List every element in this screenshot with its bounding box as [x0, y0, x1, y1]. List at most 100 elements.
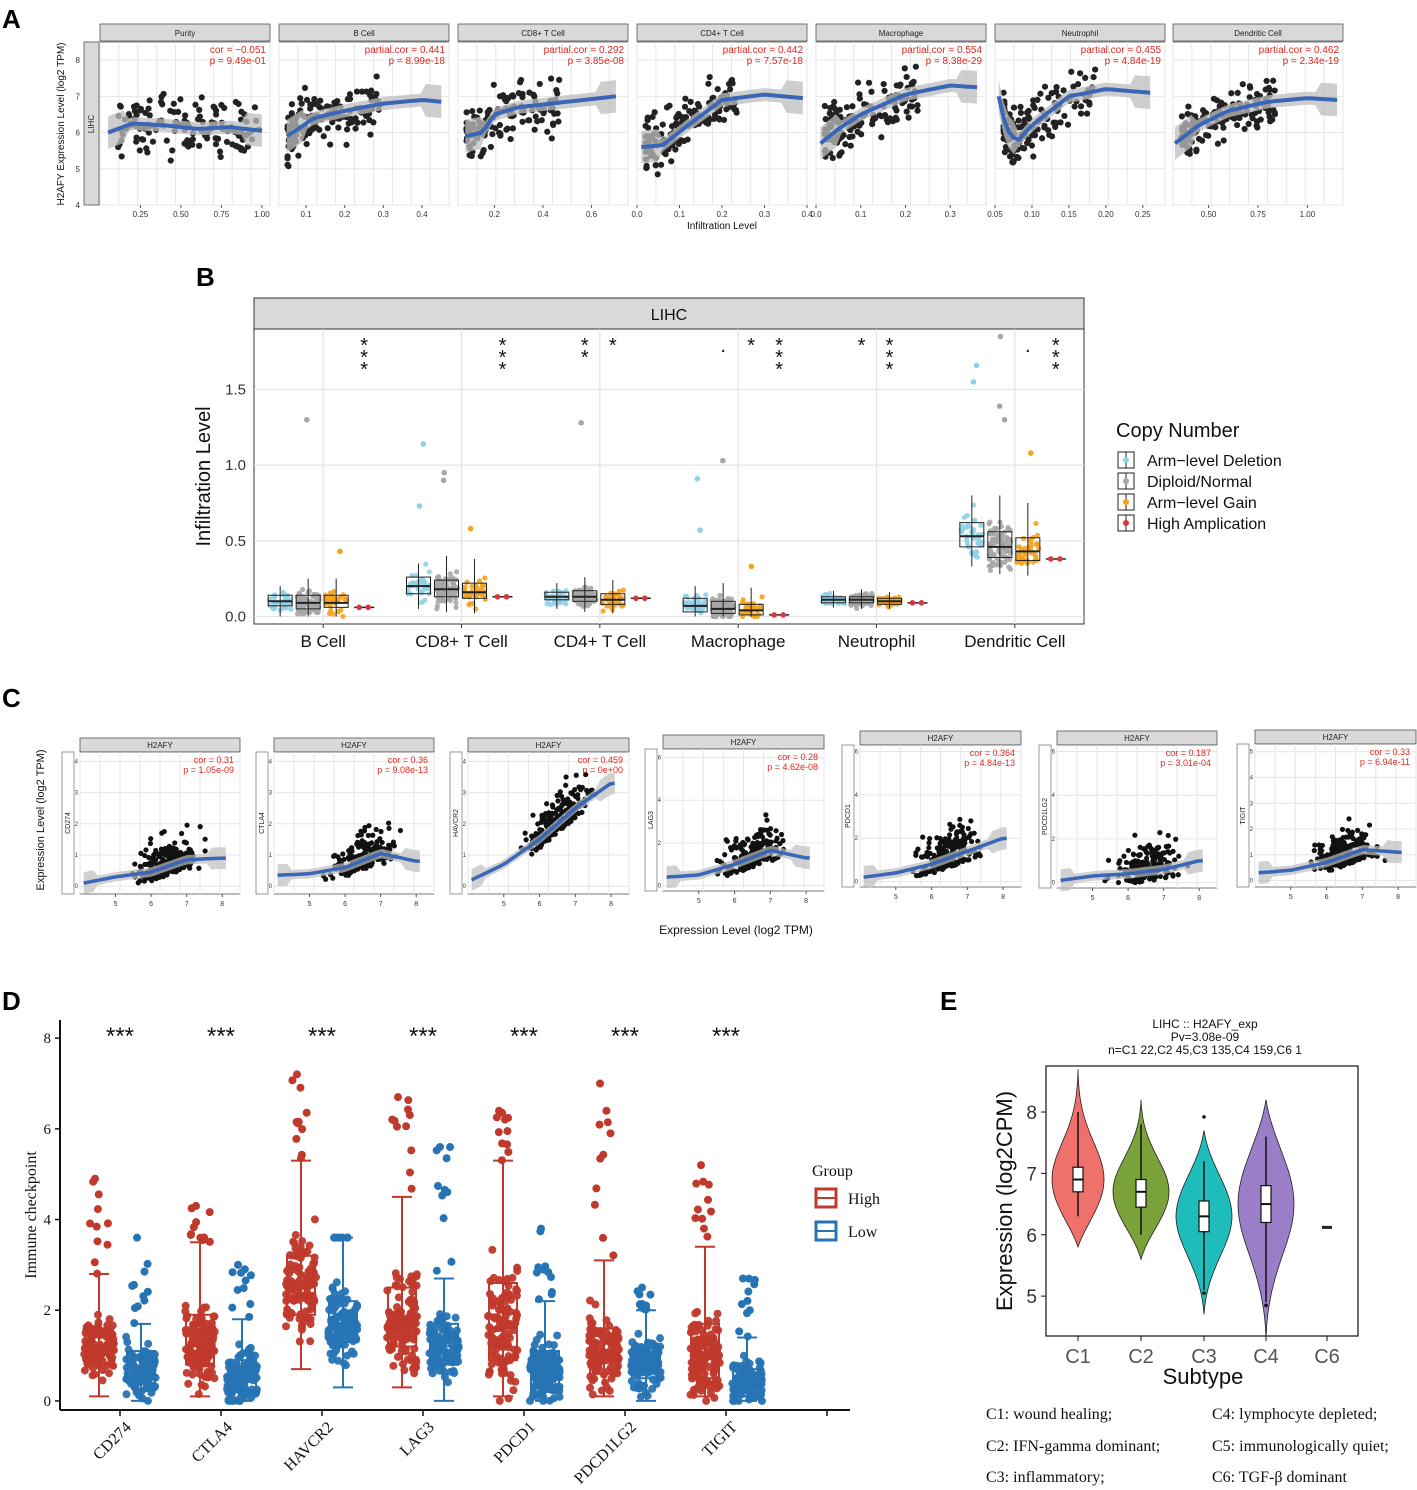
c-point	[937, 850, 943, 856]
c-point	[769, 845, 775, 851]
b-box	[987, 531, 1013, 558]
d-point	[409, 1312, 418, 1321]
b-point	[307, 598, 314, 604]
c-point	[532, 832, 539, 839]
d-point	[144, 1339, 153, 1348]
d-point	[350, 1320, 359, 1329]
a-fit-line	[464, 94, 617, 139]
a-point	[1188, 138, 1195, 145]
b-point	[696, 602, 702, 609]
d-point	[345, 1313, 354, 1322]
b-point	[860, 599, 866, 605]
a-point	[1017, 109, 1025, 116]
b-outlier	[337, 548, 343, 555]
a-point	[1210, 114, 1217, 122]
c-point	[1332, 838, 1339, 844]
b-point	[421, 586, 428, 592]
a-point	[1011, 130, 1018, 138]
c-point	[529, 833, 535, 839]
a-point	[1083, 110, 1091, 117]
c-point	[760, 856, 766, 862]
c-point	[578, 800, 584, 806]
b-point	[1007, 566, 1014, 572]
d-point	[299, 1281, 308, 1290]
a-point	[1088, 85, 1095, 92]
b-point	[702, 602, 708, 609]
b-point	[1034, 532, 1041, 538]
c-point	[162, 845, 168, 852]
c-point	[338, 870, 344, 876]
a-point	[300, 113, 308, 120]
b-point	[996, 545, 1002, 551]
a-point	[181, 117, 188, 124]
b-point	[435, 591, 442, 597]
b-point	[314, 591, 320, 598]
c-point	[950, 854, 957, 860]
d-point	[426, 1335, 435, 1344]
b-point	[857, 600, 863, 606]
b-box	[877, 597, 902, 605]
d-point	[208, 1324, 217, 1333]
d-point	[91, 1348, 100, 1357]
c-point	[916, 872, 922, 878]
c-xtick-label: 8	[220, 901, 224, 908]
a-point	[1008, 116, 1015, 123]
c-point	[1355, 827, 1361, 834]
c-point	[943, 859, 950, 866]
c-point	[957, 838, 964, 845]
d-point	[105, 1315, 114, 1324]
c-point	[748, 850, 754, 856]
b-point	[1003, 538, 1009, 544]
c-point	[555, 798, 561, 804]
a-point	[464, 126, 472, 133]
c-point	[391, 843, 397, 849]
d-point	[296, 1249, 305, 1258]
b-point	[726, 605, 732, 611]
a-point	[327, 109, 334, 117]
c-point	[361, 842, 367, 848]
d-outlier	[103, 1240, 112, 1249]
b-point	[850, 594, 856, 600]
d-point	[328, 1355, 337, 1364]
a-point	[1179, 124, 1186, 131]
c-point	[557, 818, 563, 824]
b-point	[698, 607, 704, 613]
c-point	[1157, 830, 1163, 836]
c-gene-label: PDCD1	[845, 804, 852, 828]
d-point	[453, 1346, 462, 1355]
c-point	[1165, 870, 1171, 876]
c-point	[778, 831, 785, 838]
d-point	[430, 1362, 439, 1371]
b-point	[697, 606, 703, 612]
d-point	[495, 1317, 504, 1326]
b-point	[473, 594, 479, 600]
b-point	[719, 602, 726, 609]
a-ci-band	[465, 80, 616, 153]
d-point	[303, 1290, 312, 1299]
a-point	[181, 126, 188, 133]
a-point	[137, 107, 144, 114]
a-point	[1031, 104, 1038, 112]
a-point	[508, 106, 515, 113]
c-fit-line	[1060, 858, 1203, 883]
c-point	[1353, 838, 1360, 845]
c-point	[173, 849, 179, 856]
d-point	[285, 1269, 294, 1278]
c-point	[344, 867, 350, 873]
d-point	[295, 1263, 304, 1272]
c-point	[361, 828, 368, 834]
a-point	[1214, 118, 1221, 125]
a-cor-label: partial.cor = 0.455	[1081, 45, 1162, 56]
b-point	[722, 602, 728, 608]
c-point	[766, 854, 772, 860]
a-point	[507, 112, 514, 119]
c-point	[943, 848, 949, 854]
d-outlier	[288, 1076, 297, 1085]
d-point	[150, 1356, 159, 1365]
d-point	[306, 1320, 315, 1329]
c-point	[202, 848, 208, 854]
c-point	[944, 843, 950, 849]
c-point	[1347, 849, 1353, 855]
b-point	[729, 603, 736, 610]
a-point	[293, 131, 300, 138]
